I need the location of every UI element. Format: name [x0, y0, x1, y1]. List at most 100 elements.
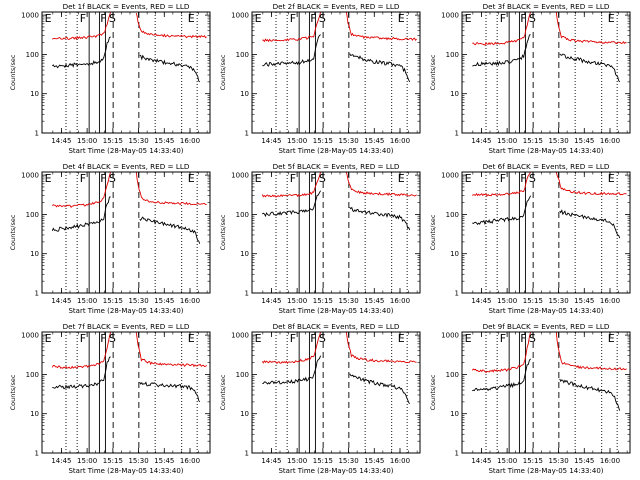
detector-panel: Det 5f BLACK = Events, RED = LLD Counts/s…	[219, 162, 421, 315]
y-tick-label: 1000	[21, 332, 39, 340]
x-tick-label: 15:00	[77, 137, 97, 145]
events-series-line	[472, 358, 531, 392]
plot-frame	[41, 171, 211, 294]
x-tick-label: 15:45	[154, 297, 174, 305]
x-tick-label: 15:15	[103, 137, 123, 145]
segment-marker-label: F	[500, 332, 506, 345]
plot-frame	[461, 171, 631, 294]
panel-title: Det 6f BLACK = Events, RED = LLD	[483, 162, 610, 171]
events-series-line	[139, 54, 201, 83]
y-tick-label: 1	[35, 290, 39, 298]
segment-marker-label: S	[529, 332, 536, 345]
x-tick-label: 16:00	[390, 137, 410, 145]
segment-marker-label: F	[310, 332, 316, 345]
x-tick-label: 15:30	[338, 297, 358, 305]
x-axis-label: Start Time (28-May-05 14:33:40)	[68, 307, 183, 315]
events-series-line	[262, 190, 321, 218]
events-series-line	[472, 34, 531, 67]
y-tick-label: 100	[236, 371, 249, 379]
y-tick-label: 100	[446, 371, 459, 379]
segment-marker-label: F	[290, 332, 296, 345]
segment-marker-label: F	[290, 12, 296, 25]
lld-series-line	[555, 12, 627, 45]
y-tick-label: 10	[240, 250, 249, 258]
y-tick-label: 1000	[441, 12, 459, 20]
lld-series-line	[261, 171, 322, 198]
x-tick-label: 16:00	[390, 297, 410, 305]
x-tick-label: 16:00	[180, 457, 200, 465]
events-series-line	[139, 216, 201, 244]
segment-marker-label: E	[188, 172, 195, 185]
y-tick-label: 100	[236, 51, 249, 59]
panel-title: Det 4f BLACK = Events, RED = LLD	[63, 162, 190, 171]
x-tick-label: 15:45	[364, 297, 384, 305]
plot-frame	[251, 331, 421, 454]
y-axis-label: Counts/sec	[9, 54, 17, 90]
panel-title: Det 7f BLACK = Events, RED = LLD	[63, 322, 190, 331]
y-tick-label: 100	[446, 51, 459, 59]
x-tick-label: 15:00	[287, 137, 307, 145]
segment-marker-label: E	[465, 332, 472, 345]
lld-series-line	[345, 172, 417, 197]
x-tick-label: 15:15	[523, 137, 543, 145]
panel-title: Det 9f BLACK = Events, RED = LLD	[483, 322, 610, 331]
lld-series-line	[555, 171, 627, 196]
segment-marker-label: E	[398, 12, 405, 25]
events-series-line	[349, 53, 411, 83]
segment-marker-label: S	[109, 172, 116, 185]
lld-series-line	[52, 171, 112, 209]
detector-panel: Det 6f BLACK = Events, RED = LLD Counts/s…	[429, 162, 631, 315]
x-tick-label: 15:15	[523, 297, 543, 305]
x-tick-label: 15:15	[103, 297, 123, 305]
x-tick-label: 14:45	[471, 457, 491, 465]
segment-marker-label: F	[100, 12, 106, 25]
y-tick-label: 1	[245, 450, 249, 458]
events-series-line	[262, 34, 321, 67]
segment-marker-label: E	[398, 172, 405, 185]
events-series-line	[559, 53, 621, 83]
y-axis-label: Counts/sec	[429, 214, 437, 250]
lld-series-line	[135, 12, 207, 39]
segment-marker-label: S	[529, 12, 536, 25]
x-tick-label: 14:45	[51, 457, 71, 465]
panel-title: Det 8f BLACK = Events, RED = LLD	[273, 322, 400, 331]
plot-frame	[461, 11, 631, 134]
y-tick-label: 100	[236, 211, 249, 219]
x-tick-label: 15:30	[548, 457, 568, 465]
segment-marker-label: F	[80, 172, 86, 185]
y-axis-label: Counts/sec	[219, 374, 227, 410]
events-series-line	[559, 378, 621, 411]
y-tick-label: 10	[450, 90, 459, 98]
segment-marker-label: E	[255, 12, 262, 25]
y-tick-label: 100	[26, 371, 39, 379]
detector-panel: Det 8f BLACK = Events, RED = LLD Counts/s…	[219, 322, 421, 475]
segment-marker-label: F	[310, 12, 316, 25]
x-tick-label: 15:45	[574, 297, 594, 305]
segment-marker-label: F	[520, 332, 526, 345]
y-tick-label: 1	[455, 130, 459, 138]
segment-marker-label: S	[319, 332, 326, 345]
x-tick-label: 14:45	[51, 137, 71, 145]
lld-series-line	[472, 11, 532, 46]
segment-marker-label: F	[500, 12, 506, 25]
events-series-line	[51, 196, 111, 232]
x-tick-label: 15:15	[313, 457, 333, 465]
segment-marker-label: E	[188, 332, 195, 345]
x-tick-label: 15:30	[338, 137, 358, 145]
y-tick-label: 1	[35, 450, 39, 458]
y-tick-label: 10	[240, 410, 249, 418]
events-series-line	[349, 206, 411, 231]
segment-marker-label: E	[255, 172, 262, 185]
y-tick-label: 1	[245, 130, 249, 138]
plot-frame	[251, 11, 421, 134]
x-tick-label: 15:15	[313, 137, 333, 145]
y-axis-label: Counts/sec	[219, 214, 227, 250]
segment-marker-label: E	[398, 332, 405, 345]
panel-title: Det 3f BLACK = Events, RED = LLD	[483, 2, 610, 11]
segment-marker-label: E	[465, 172, 472, 185]
lld-series-line	[471, 331, 532, 373]
x-tick-label: 14:45	[261, 137, 281, 145]
y-axis-label: Counts/sec	[9, 214, 17, 250]
x-tick-label: 15:00	[287, 457, 307, 465]
segment-marker-label: F	[80, 332, 86, 345]
